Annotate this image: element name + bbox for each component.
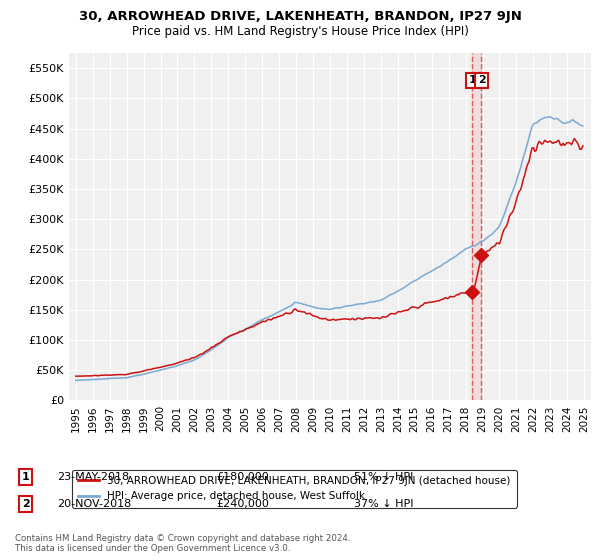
Legend: 30, ARROWHEAD DRIVE, LAKENHEATH, BRANDON, IP27 9JN (detached house), HPI: Averag: 30, ARROWHEAD DRIVE, LAKENHEATH, BRANDON… bbox=[71, 470, 517, 507]
Text: 20-NOV-2018: 20-NOV-2018 bbox=[57, 499, 131, 509]
Text: Price paid vs. HM Land Registry's House Price Index (HPI): Price paid vs. HM Land Registry's House … bbox=[131, 25, 469, 38]
Text: 23-MAY-2018: 23-MAY-2018 bbox=[57, 472, 129, 482]
Text: £240,000: £240,000 bbox=[216, 499, 269, 509]
Text: 30, ARROWHEAD DRIVE, LAKENHEATH, BRANDON, IP27 9JN: 30, ARROWHEAD DRIVE, LAKENHEATH, BRANDON… bbox=[79, 10, 521, 22]
Text: 51% ↓ HPI: 51% ↓ HPI bbox=[354, 472, 413, 482]
Bar bbox=[472, 53, 481, 400]
Text: 1: 1 bbox=[22, 472, 29, 482]
Text: 37% ↓ HPI: 37% ↓ HPI bbox=[354, 499, 413, 509]
Text: 2: 2 bbox=[478, 76, 485, 85]
Text: 1: 1 bbox=[469, 76, 477, 85]
Text: Contains HM Land Registry data © Crown copyright and database right 2024.
This d: Contains HM Land Registry data © Crown c… bbox=[15, 534, 350, 553]
Text: 2: 2 bbox=[22, 499, 29, 509]
Text: £180,000: £180,000 bbox=[216, 472, 269, 482]
